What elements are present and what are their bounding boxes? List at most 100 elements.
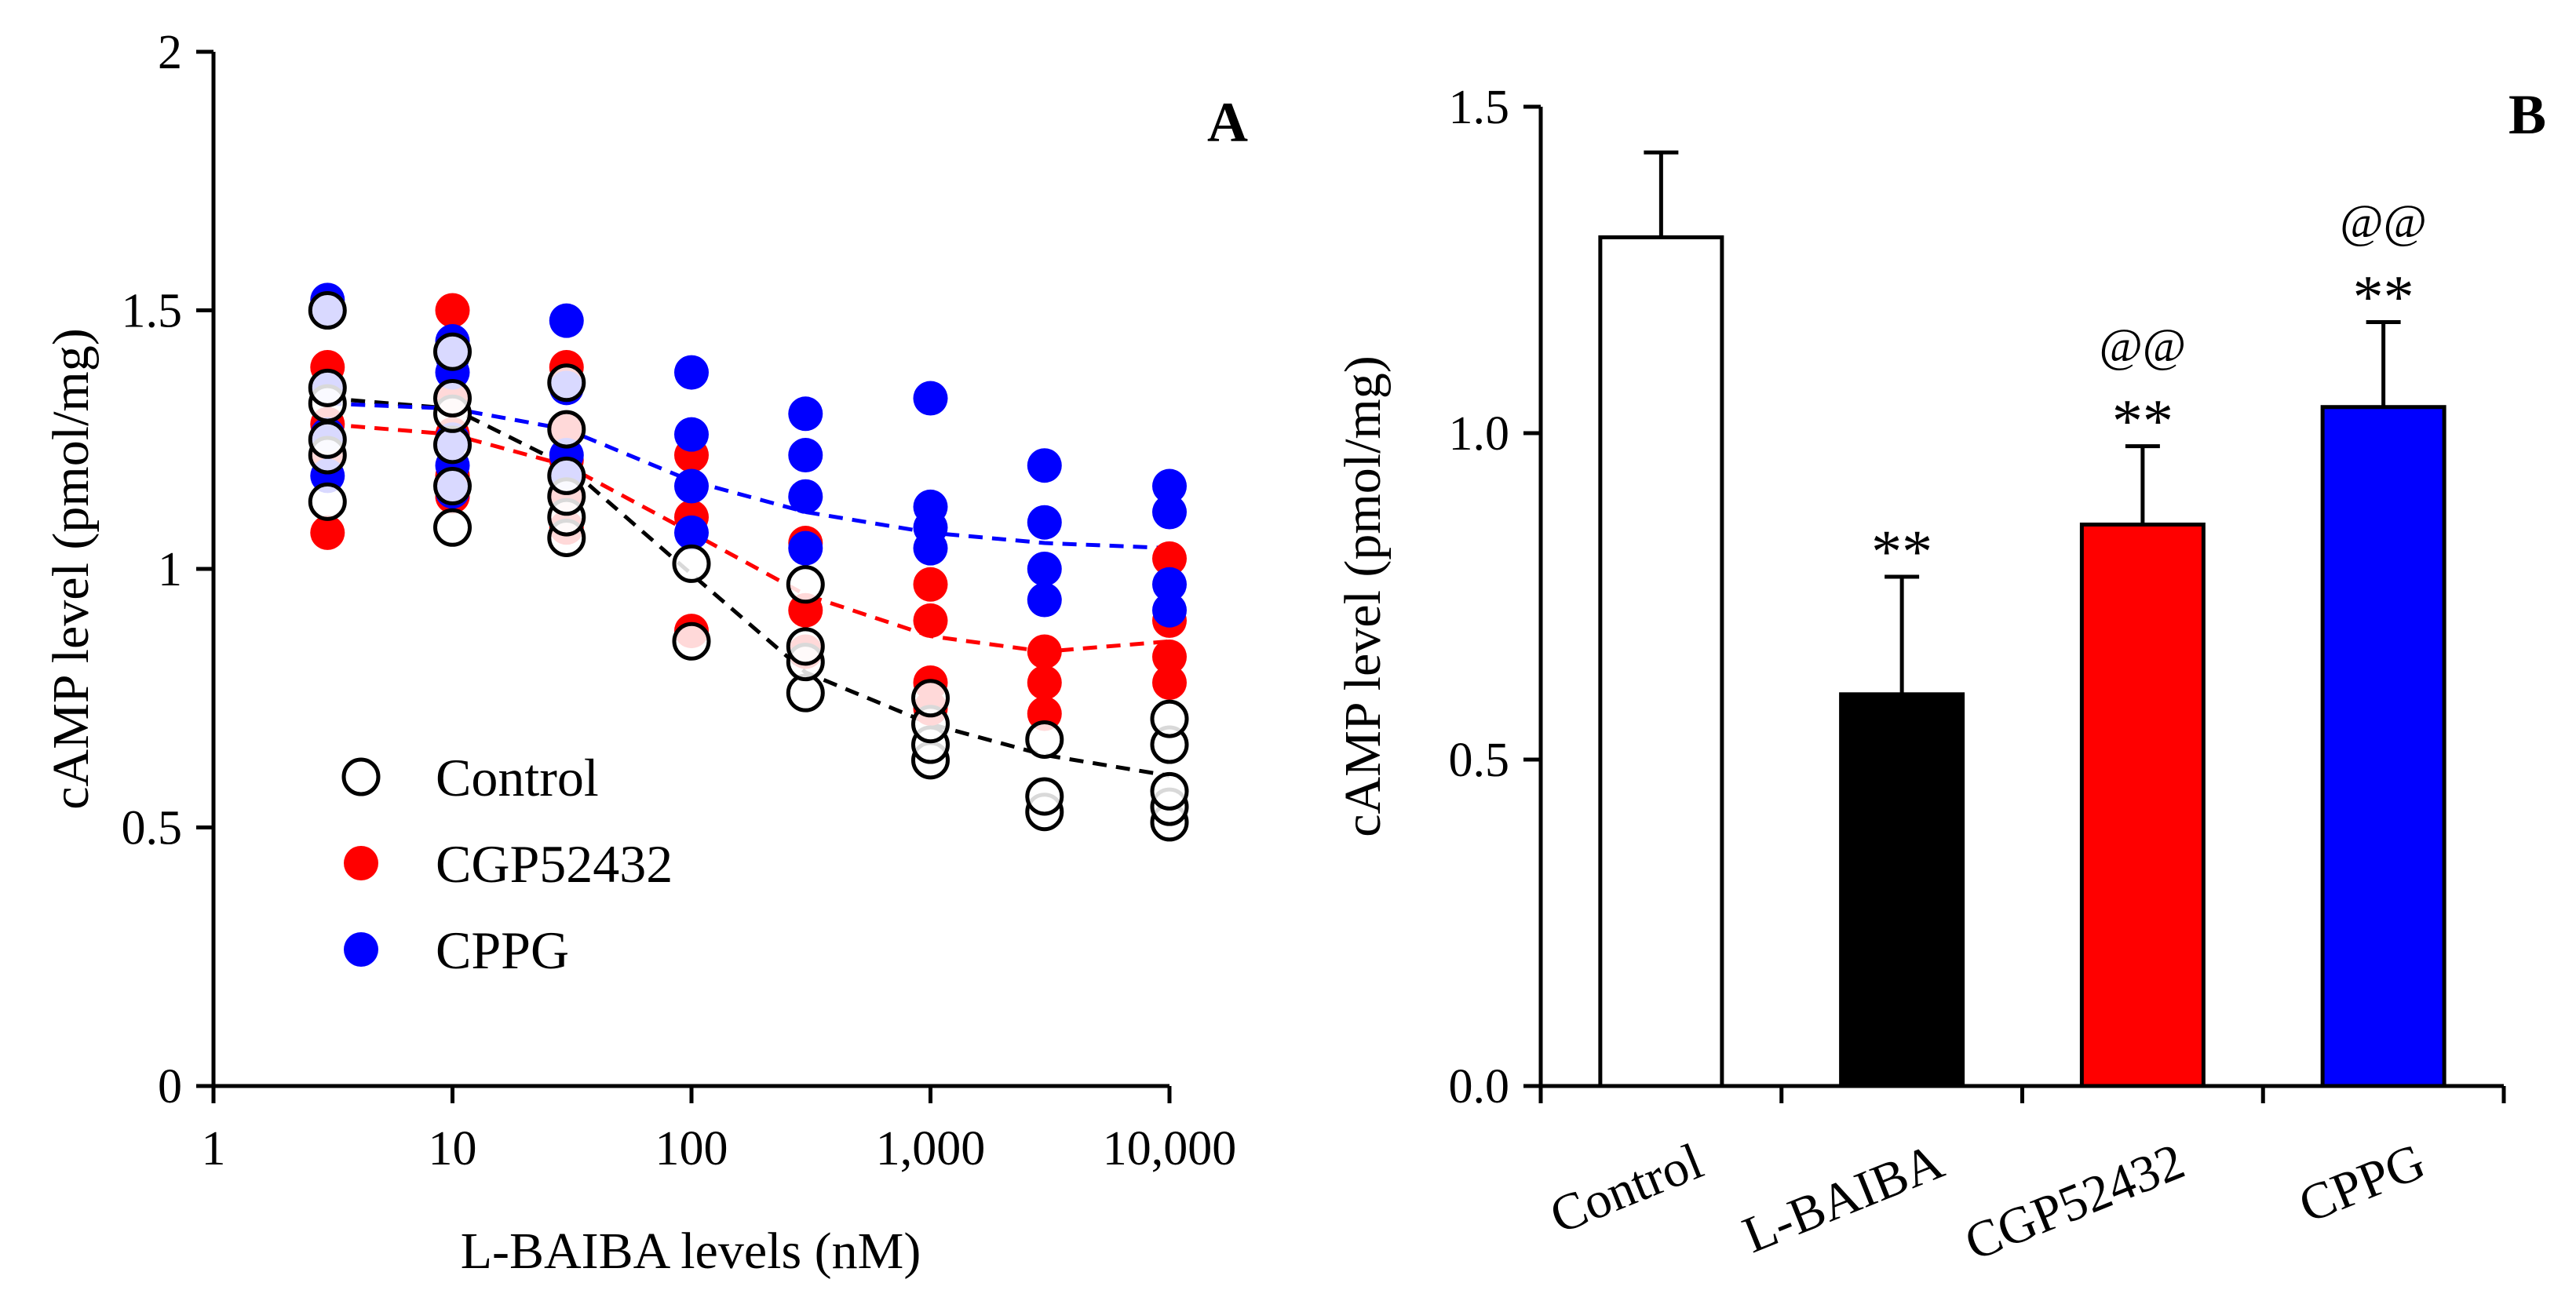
legend-marker-cppg [344,932,378,967]
panel-b-bars: ** ** @@ ** @@ [1538,150,2506,1103]
panel-b-letter: B [2508,83,2546,146]
panel-b-y-tick-label: 1.5 [1449,81,1510,134]
category-label-control: Control [1542,1132,1710,1245]
point-cgp52432 [1027,634,1062,669]
point-control [1150,699,1189,738]
significance-at-cgp52432: @@ [2100,320,2187,372]
point-cppg [913,381,948,416]
legend-marker-control [341,757,381,796]
point-cgp52432 [913,603,948,638]
point-cppg [1027,448,1062,483]
point-cgp52432 [310,515,345,550]
panel-b-category-labels: Control L-BAIBA CGP52432 CPPG [1542,1132,2433,1272]
bar-cppg [2320,405,2446,1088]
panel-a-x-tick-label: 10 [429,1122,477,1175]
point-cppg [788,396,823,432]
panel-a-y-tick-label: 2 [158,26,182,79]
point-cppg [1152,468,1187,504]
significance-star-cgp52432: ** [2112,387,2173,455]
significance-at-cppg: @@ [2340,196,2427,248]
point-cppg [674,417,709,452]
point-control [308,420,347,459]
point-cppg [913,489,948,524]
bar-l-baiba [1839,692,1965,1088]
category-label-cgp52432: CGP52432 [1958,1132,2192,1272]
point-control [308,482,347,521]
point-cppg [1027,552,1062,586]
point-cppg [1152,592,1187,628]
point-control [911,679,950,718]
panel-a-y-tick-label: 1.5 [122,285,183,338]
significance-star-cppg: ** [2353,263,2414,331]
point-cgp52432 [435,293,470,328]
panel-b-y-tick-label: 1.0 [1449,407,1510,461]
panel-a-y-ticks: 0 0.5 1 1.5 2 [122,26,213,1113]
point-cppg [788,479,823,514]
legend-label-control: Control [436,748,599,807]
fit-line-control [327,396,1170,778]
point-control [308,368,347,407]
point-cppg [549,303,584,338]
panel-a-x-tick-label: 10,000 [1103,1122,1237,1175]
panel-a-x-tick-label: 1 [202,1122,226,1175]
point-control [1025,720,1064,759]
panel-a-y-tick-label: 0.5 [122,802,183,855]
point-control [786,627,825,666]
point-cppg [1027,582,1062,618]
panel-b-y-tick-label: 0.5 [1449,734,1510,787]
point-cppg [788,530,823,566]
panel-b-y-ticks: 0.0 0.5 1.0 1.5 [1449,81,1541,1113]
point-cppg [674,355,709,390]
point-cgp52432 [1027,696,1062,731]
point-cppg [1027,505,1062,540]
point-control [786,565,825,604]
point-control [672,544,711,583]
point-control [433,467,472,506]
panel-b-bar-chart: 0.0 0.5 1.0 1.5 ** ** @@ ** @@ Control L-BAIBA CG… [1334,81,2546,1272]
panel-a-scatter-chart: 0 0.5 1 1.5 2 1 10 100 1,000 10,000 cAMP level (… [42,26,1248,1280]
point-control [433,379,472,418]
panel-a-x-axis-label: L-BAIBA levels (nM) [461,1223,921,1280]
point-cgp52432 [1152,640,1187,675]
bar-control [1598,235,1724,1088]
panel-a-x-ticks: 1 10 100 1,000 10,000 [202,1086,1237,1175]
point-cppg [674,515,709,550]
point-cgp52432 [1027,665,1062,700]
panel-a-x-tick-label: 1,000 [876,1122,986,1175]
panel-a-legend: Control CGP52432 CPPG [341,748,673,980]
point-control [1025,777,1064,816]
point-cppg [674,468,709,504]
point-cgp52432 [788,592,823,628]
point-cppg [1152,494,1187,530]
point-control [433,332,472,371]
point-control [547,456,586,495]
panel-a-y-tick-label: 0 [158,1060,182,1113]
point-control [308,291,347,330]
bar-cgp52432 [2079,522,2206,1088]
fit-line-cgp52432 [327,422,1170,654]
point-cgp52432 [1152,541,1187,576]
point-control [672,621,711,661]
panel-a-data-points [308,282,1189,842]
category-label-cppg: CPPG [2291,1132,2432,1234]
point-cppg [788,438,823,473]
panel-b-y-tick-label: 0.0 [1449,1060,1510,1113]
significance-star-l-baiba: ** [1871,517,1932,585]
point-control [547,410,586,449]
point-control [433,508,472,547]
panel-a-letter: A [1207,91,1248,154]
category-label-l-baiba: L-BAIBA [1735,1132,1952,1264]
panel-b-y-axis-label: cAMP level (pmol/mg) [1334,355,1392,836]
panel-a-y-axis-label: cAMP level (pmol/mg) [42,328,100,809]
panel-a-x-tick-label: 100 [655,1122,728,1175]
point-cppg [1152,567,1187,602]
point-cgp52432 [913,567,948,602]
point-control [547,363,586,403]
panel-a-y-tick-label: 1 [158,543,182,596]
point-control [1150,771,1189,811]
legend-label-cppg: CPPG [436,920,569,980]
point-cgp52432 [1152,665,1187,700]
legend-label-cgp52432: CGP52432 [436,834,673,894]
legend-marker-cgp52432 [344,846,378,880]
